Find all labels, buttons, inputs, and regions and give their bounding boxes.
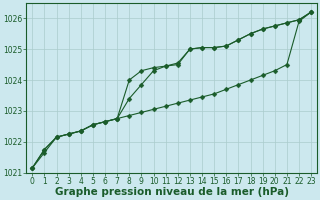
X-axis label: Graphe pression niveau de la mer (hPa): Graphe pression niveau de la mer (hPa) [55,187,289,197]
